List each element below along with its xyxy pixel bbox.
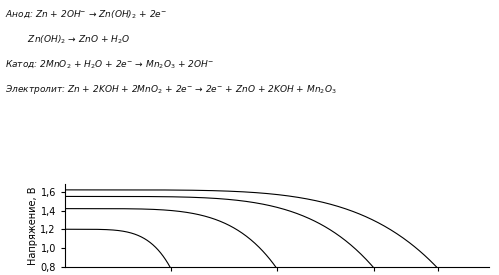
Text: $\it{Катод}$: 2MnO$_{2}$ + H$_{2}$O + 2e$^{-}$ → Mn$_{2}$O$_{3}$ + 2OH$^{-}$: $\it{Катод}$: 2MnO$_{2}$ + H$_{2}$O + 2e… (5, 58, 214, 70)
Y-axis label: Напряжение, В: Напряжение, В (27, 186, 37, 265)
Text: $\it{Анод}$: Zn + 2OH$^{-}$ → Zn(OH)$_{2}$ + 2e$^{-}$: $\it{Анод}$: Zn + 2OH$^{-}$ → Zn(OH)$_{2… (5, 8, 167, 20)
Text: $\it{Электролит}$: Zn + 2KOH + 2MnO$_{2}$ + 2e$^{-}$ → 2e$^{-}$ + ZnO + 2KOH + M: $\it{Электролит}$: Zn + 2KOH + 2MnO$_{2}… (5, 82, 337, 95)
Text: Zn(OH)$_{2}$ → ZnO + H$_{2}$O: Zn(OH)$_{2}$ → ZnO + H$_{2}$O (5, 33, 130, 45)
